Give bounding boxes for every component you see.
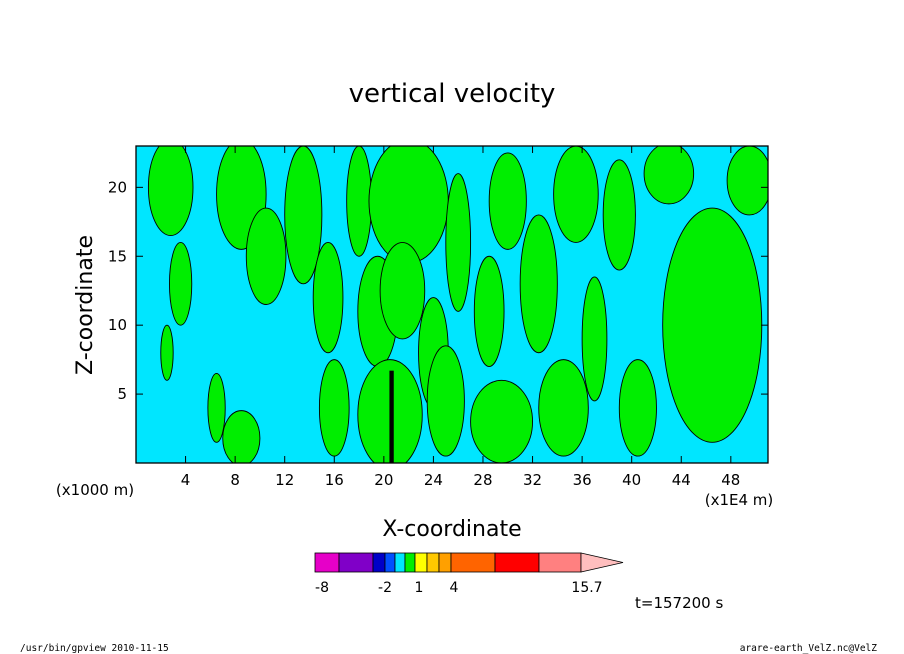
- y-tick-label: 10: [108, 316, 127, 334]
- colorbar-tick-label: -2: [378, 580, 392, 596]
- contour-region: [379, 242, 426, 340]
- contour-region: [245, 207, 287, 305]
- colorbar-segment: [426, 552, 440, 573]
- contour-region: [312, 242, 344, 354]
- contour-region: [538, 359, 589, 457]
- contour-region: [602, 159, 636, 271]
- colorbar-segment: [338, 552, 374, 573]
- contour-region: [222, 410, 261, 463]
- colorbar-segment: [384, 552, 396, 573]
- contour-region: [519, 214, 558, 354]
- y-tick-label: 20: [108, 178, 127, 196]
- colorbar-segment: [450, 552, 496, 573]
- x-axis-ticks: 4 8 12 16 20 24 28 32 36 40 44 48: [181, 146, 740, 489]
- contour-region: [643, 146, 695, 205]
- contour-region: [488, 152, 527, 250]
- contour-region: [169, 242, 193, 326]
- contour-regions: [147, 146, 768, 463]
- colorbar: [314, 552, 624, 573]
- contour-region: [445, 173, 472, 312]
- x-tick-label: 20: [374, 471, 393, 489]
- x-tick-label: 40: [622, 471, 641, 489]
- contour-region: [473, 255, 505, 367]
- chart-title: vertical velocity: [349, 79, 556, 109]
- contour-region: [160, 324, 174, 381]
- contour-region: [346, 146, 372, 257]
- y-axis-label: Z-coordinate: [73, 235, 98, 375]
- colorbar-arrow: [580, 552, 624, 573]
- contour-region: [618, 359, 657, 457]
- footer-right: arare-earth_VelZ.nc@VelZ: [740, 643, 878, 654]
- contour-region: [470, 379, 533, 463]
- colorbar-segment: [404, 552, 416, 573]
- x-tick-label: 36: [573, 471, 592, 489]
- contour-region: [318, 359, 350, 457]
- x-tick-label: 4: [181, 471, 191, 489]
- x-axis-label: X-coordinate: [382, 517, 521, 542]
- contour-region: [207, 372, 226, 443]
- colorbar-tick-label: 4: [450, 580, 459, 596]
- colorbar-segment: [438, 552, 452, 573]
- contour-region: [147, 146, 194, 237]
- colorbar-segment: [372, 552, 386, 573]
- contour-region: [284, 146, 323, 285]
- footer-left: /usr/bin/gpview 2010-11-15: [20, 643, 169, 654]
- colorbar-tick-label: 1: [415, 580, 424, 596]
- y-tick-label: 5: [117, 385, 127, 403]
- colorbar-tick-label: -8: [315, 580, 329, 596]
- plot-frame: [135, 145, 769, 464]
- x-tick-label: 12: [275, 471, 294, 489]
- colorbar-segment: [494, 552, 540, 573]
- time-label: t=157200 s: [635, 594, 723, 612]
- updraft-core: [389, 370, 394, 463]
- y-tick-label: 15: [108, 247, 127, 265]
- colorbar-tick-labels: -8 -2 1 4 15.7: [315, 580, 603, 596]
- x-tick-label: 8: [230, 471, 240, 489]
- x-tick-label: 48: [721, 471, 740, 489]
- contour-region: [553, 146, 599, 243]
- colorbar-segment: [538, 552, 582, 573]
- y-axis-ticks: 5 10 15 20: [108, 178, 768, 403]
- contour-region: [426, 345, 465, 457]
- contour-region: [581, 276, 608, 402]
- x-tick-label: 28: [473, 471, 492, 489]
- colorbar-segment: [414, 552, 428, 573]
- x-tick-label: 32: [523, 471, 542, 489]
- x-unit-label: (x1000 m): [56, 481, 134, 499]
- colorbar-tick-label: 15.7: [571, 580, 602, 596]
- contour-region: [662, 207, 763, 443]
- colorbar-segment: [394, 552, 406, 573]
- colorbar-segment: [314, 552, 340, 573]
- x-tick-label: 16: [325, 471, 344, 489]
- x-range-label: (x1E4 m): [705, 491, 774, 509]
- x-tick-label: 44: [672, 471, 691, 489]
- contour-region: [726, 146, 768, 216]
- x-tick-label: 24: [424, 471, 443, 489]
